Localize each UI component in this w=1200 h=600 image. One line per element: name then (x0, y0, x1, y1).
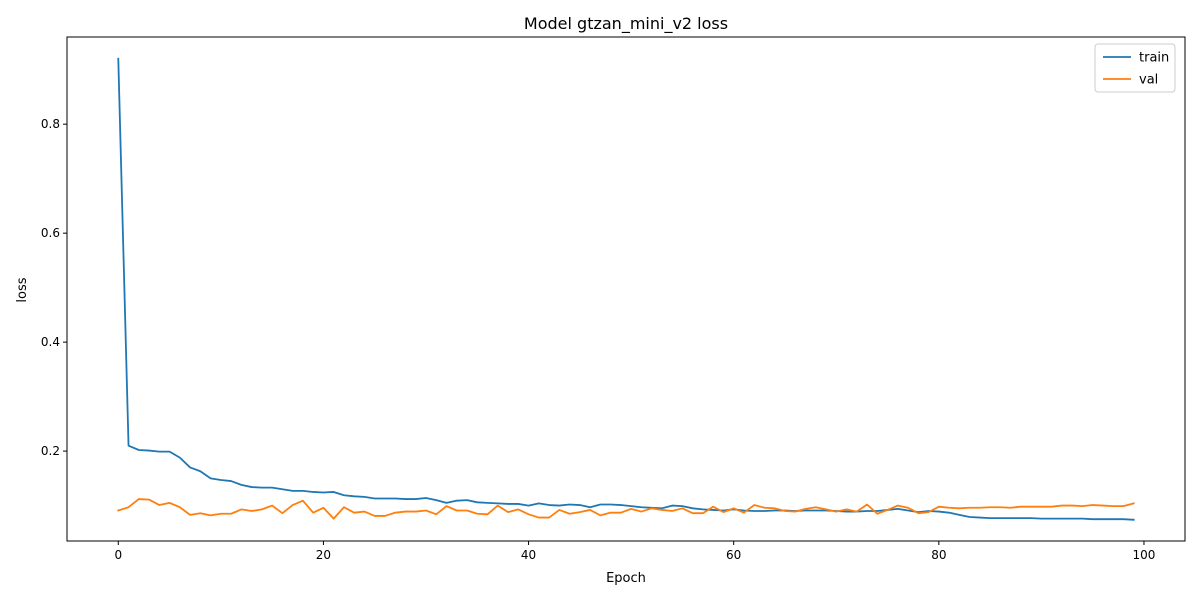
x-tick-label: 100 (1133, 548, 1156, 562)
y-tick-label: 0.8 (41, 117, 60, 131)
y-tick-label: 0.4 (41, 335, 60, 349)
y-tick-label: 0.2 (41, 444, 60, 458)
x-tick-label: 20 (316, 548, 331, 562)
legend-label-val: val (1139, 73, 1158, 88)
y-axis-label: loss (15, 277, 30, 302)
x-tick-label: 40 (521, 548, 536, 562)
series-line-train (117, 57, 1135, 521)
x-tick-label: 80 (931, 548, 946, 562)
legend: train val (1094, 43, 1176, 93)
y-tick-label: 0.6 (41, 226, 60, 240)
axes-frame (66, 36, 1186, 542)
plot-area: 0 20 40 60 80 100 0.2 0.4 0.6 0.8 (41, 36, 1186, 562)
x-tick-label: 60 (726, 548, 741, 562)
x-axis-label: Epoch (606, 571, 646, 586)
x-tick-label: 0 (114, 548, 122, 562)
chart-title: Model gtzan_mini_v2 loss (524, 14, 728, 34)
legend-box (1094, 43, 1176, 93)
legend-label-train: train (1139, 51, 1169, 66)
series-line-val (117, 498, 1135, 520)
